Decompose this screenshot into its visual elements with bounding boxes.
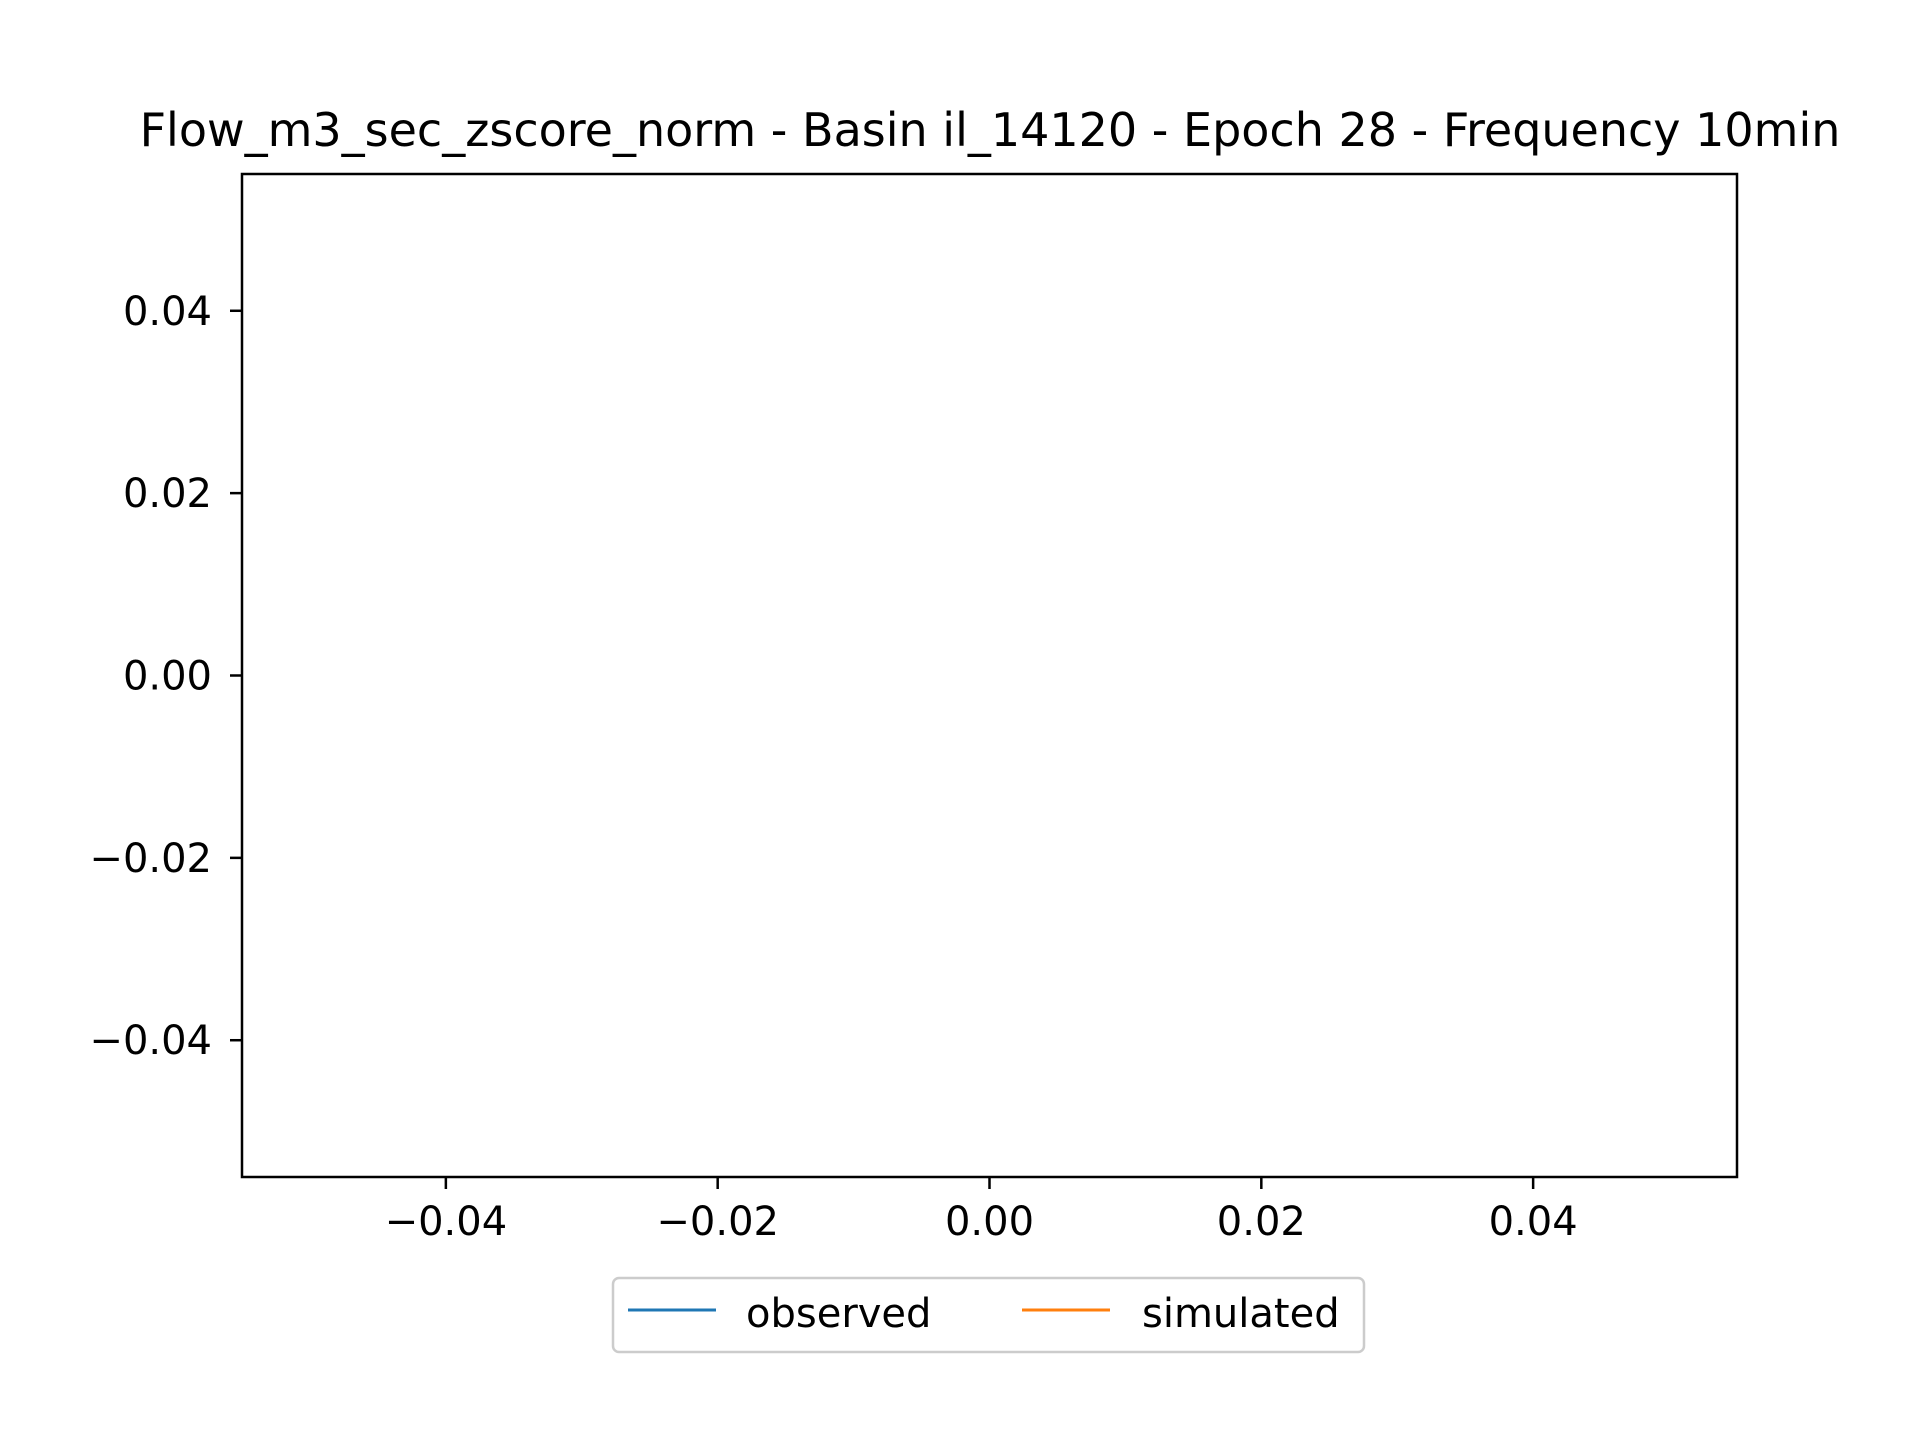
x-axis: −0.04 −0.02 0.00 0.02 0.04 bbox=[385, 1177, 1578, 1245]
x-tick-label: −0.04 bbox=[385, 1199, 508, 1245]
x-tick-label: 0.00 bbox=[945, 1199, 1034, 1245]
y-tick-label: 0.00 bbox=[123, 654, 212, 700]
plot-background bbox=[242, 174, 1737, 1177]
x-tick-label: 0.02 bbox=[1217, 1199, 1306, 1245]
legend-label-simulated: simulated bbox=[1142, 1291, 1340, 1337]
x-tick-label: −0.02 bbox=[656, 1199, 779, 1245]
x-tick-label: 0.04 bbox=[1489, 1199, 1578, 1245]
legend: observed simulated bbox=[611, 1276, 1366, 1354]
y-tick-label: −0.04 bbox=[89, 1018, 212, 1064]
y-tick-label: −0.02 bbox=[89, 836, 212, 882]
legend-box bbox=[611, 1276, 1366, 1354]
y-axis: −0.04 −0.02 0.00 0.02 0.04 bbox=[89, 289, 242, 1064]
y-tick-label: 0.04 bbox=[123, 289, 212, 335]
chart-title: Flow_m3_sec_zscore_norm - Basin il_14120… bbox=[140, 103, 1841, 157]
legend-label-observed: observed bbox=[746, 1291, 931, 1337]
plot-area bbox=[240, 172, 1739, 1179]
y-tick-label: 0.02 bbox=[123, 471, 212, 517]
